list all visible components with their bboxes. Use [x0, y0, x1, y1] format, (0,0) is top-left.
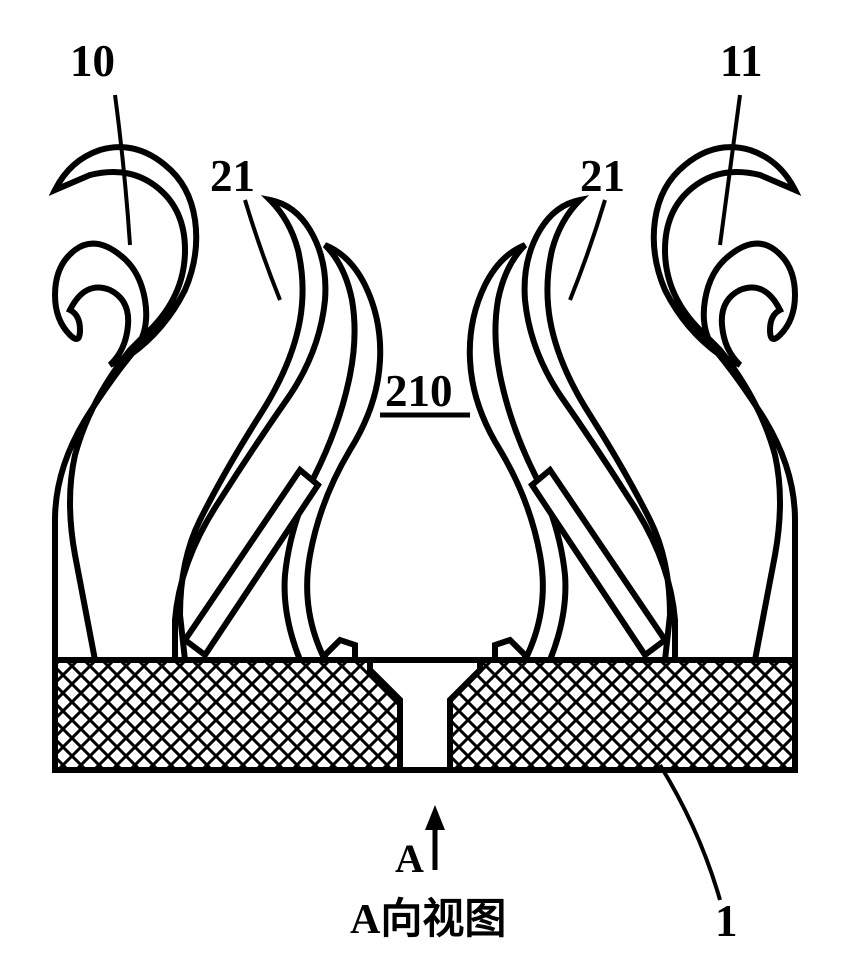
view-arrow	[425, 805, 445, 870]
callout-11: 11	[720, 35, 763, 87]
callout-10: 10	[70, 35, 115, 87]
callout-21-right: 21	[580, 150, 625, 202]
left-assembly	[55, 147, 380, 660]
arrow-letter: A	[395, 835, 424, 882]
callout-1: 1	[715, 895, 738, 947]
ref-210: 210	[385, 365, 453, 417]
right-assembly	[470, 147, 795, 660]
diagram-svg	[0, 0, 850, 965]
base-slab	[55, 660, 795, 770]
callout-21-left: 21	[210, 150, 255, 202]
diagram-root: 10 11 21 21 210 1 A A向视图	[0, 0, 850, 965]
view-caption: A向视图	[350, 885, 506, 946]
